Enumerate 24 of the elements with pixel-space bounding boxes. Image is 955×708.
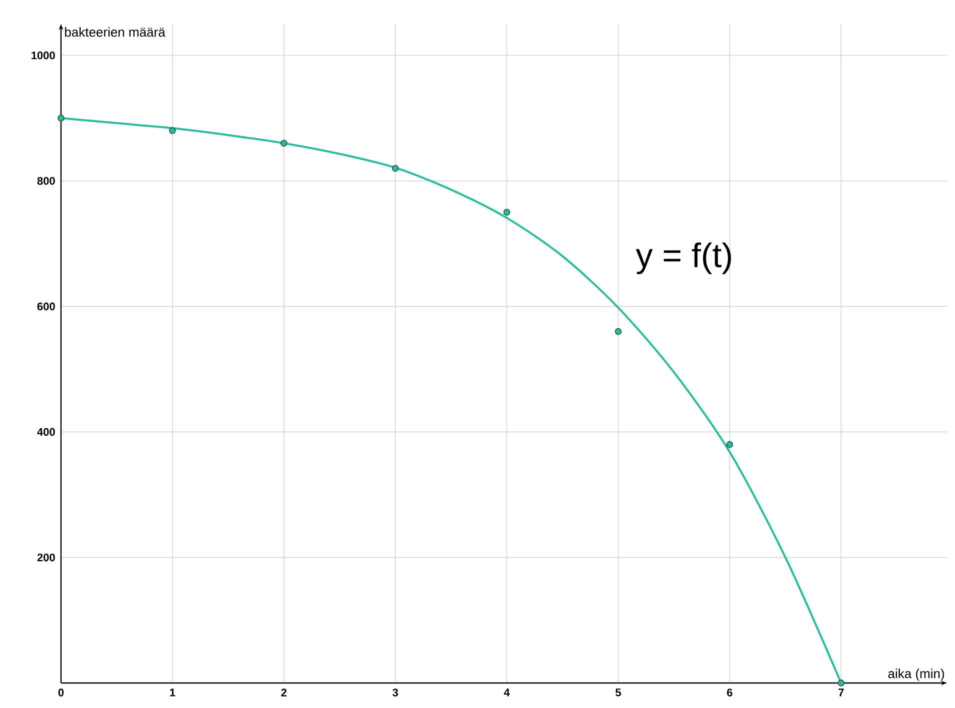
- y-tick-label: 600: [37, 302, 55, 310]
- x-tick-label: 2: [281, 688, 287, 696]
- y-tick-label: 400: [37, 428, 55, 436]
- y-tick-label: 800: [37, 177, 55, 185]
- series-label: y = f(t): [636, 242, 731, 274]
- x-axis-title: aika (min): [888, 668, 944, 681]
- x-tick-label: 1: [170, 688, 176, 696]
- y-axis-title: bakteerien määrä: [65, 27, 166, 37]
- point: [838, 680, 844, 686]
- y-tick-label: 1000: [32, 51, 55, 60]
- x-tick-label: 4: [504, 688, 510, 696]
- y-tick-label: 200: [37, 554, 55, 562]
- point: [726, 441, 734, 448]
- point: [392, 164, 399, 172]
- x-tick-label: 3: [392, 688, 398, 696]
- x-tick-label: 7: [838, 688, 844, 696]
- point: [280, 140, 288, 147]
- x-tick-label: 6: [727, 688, 732, 696]
- point: [503, 208, 510, 216]
- point: [169, 127, 176, 134]
- x-tick-label: 5: [616, 688, 621, 696]
- x-tick-label: 0: [58, 688, 64, 696]
- point: [614, 328, 622, 335]
- point: [58, 114, 64, 122]
